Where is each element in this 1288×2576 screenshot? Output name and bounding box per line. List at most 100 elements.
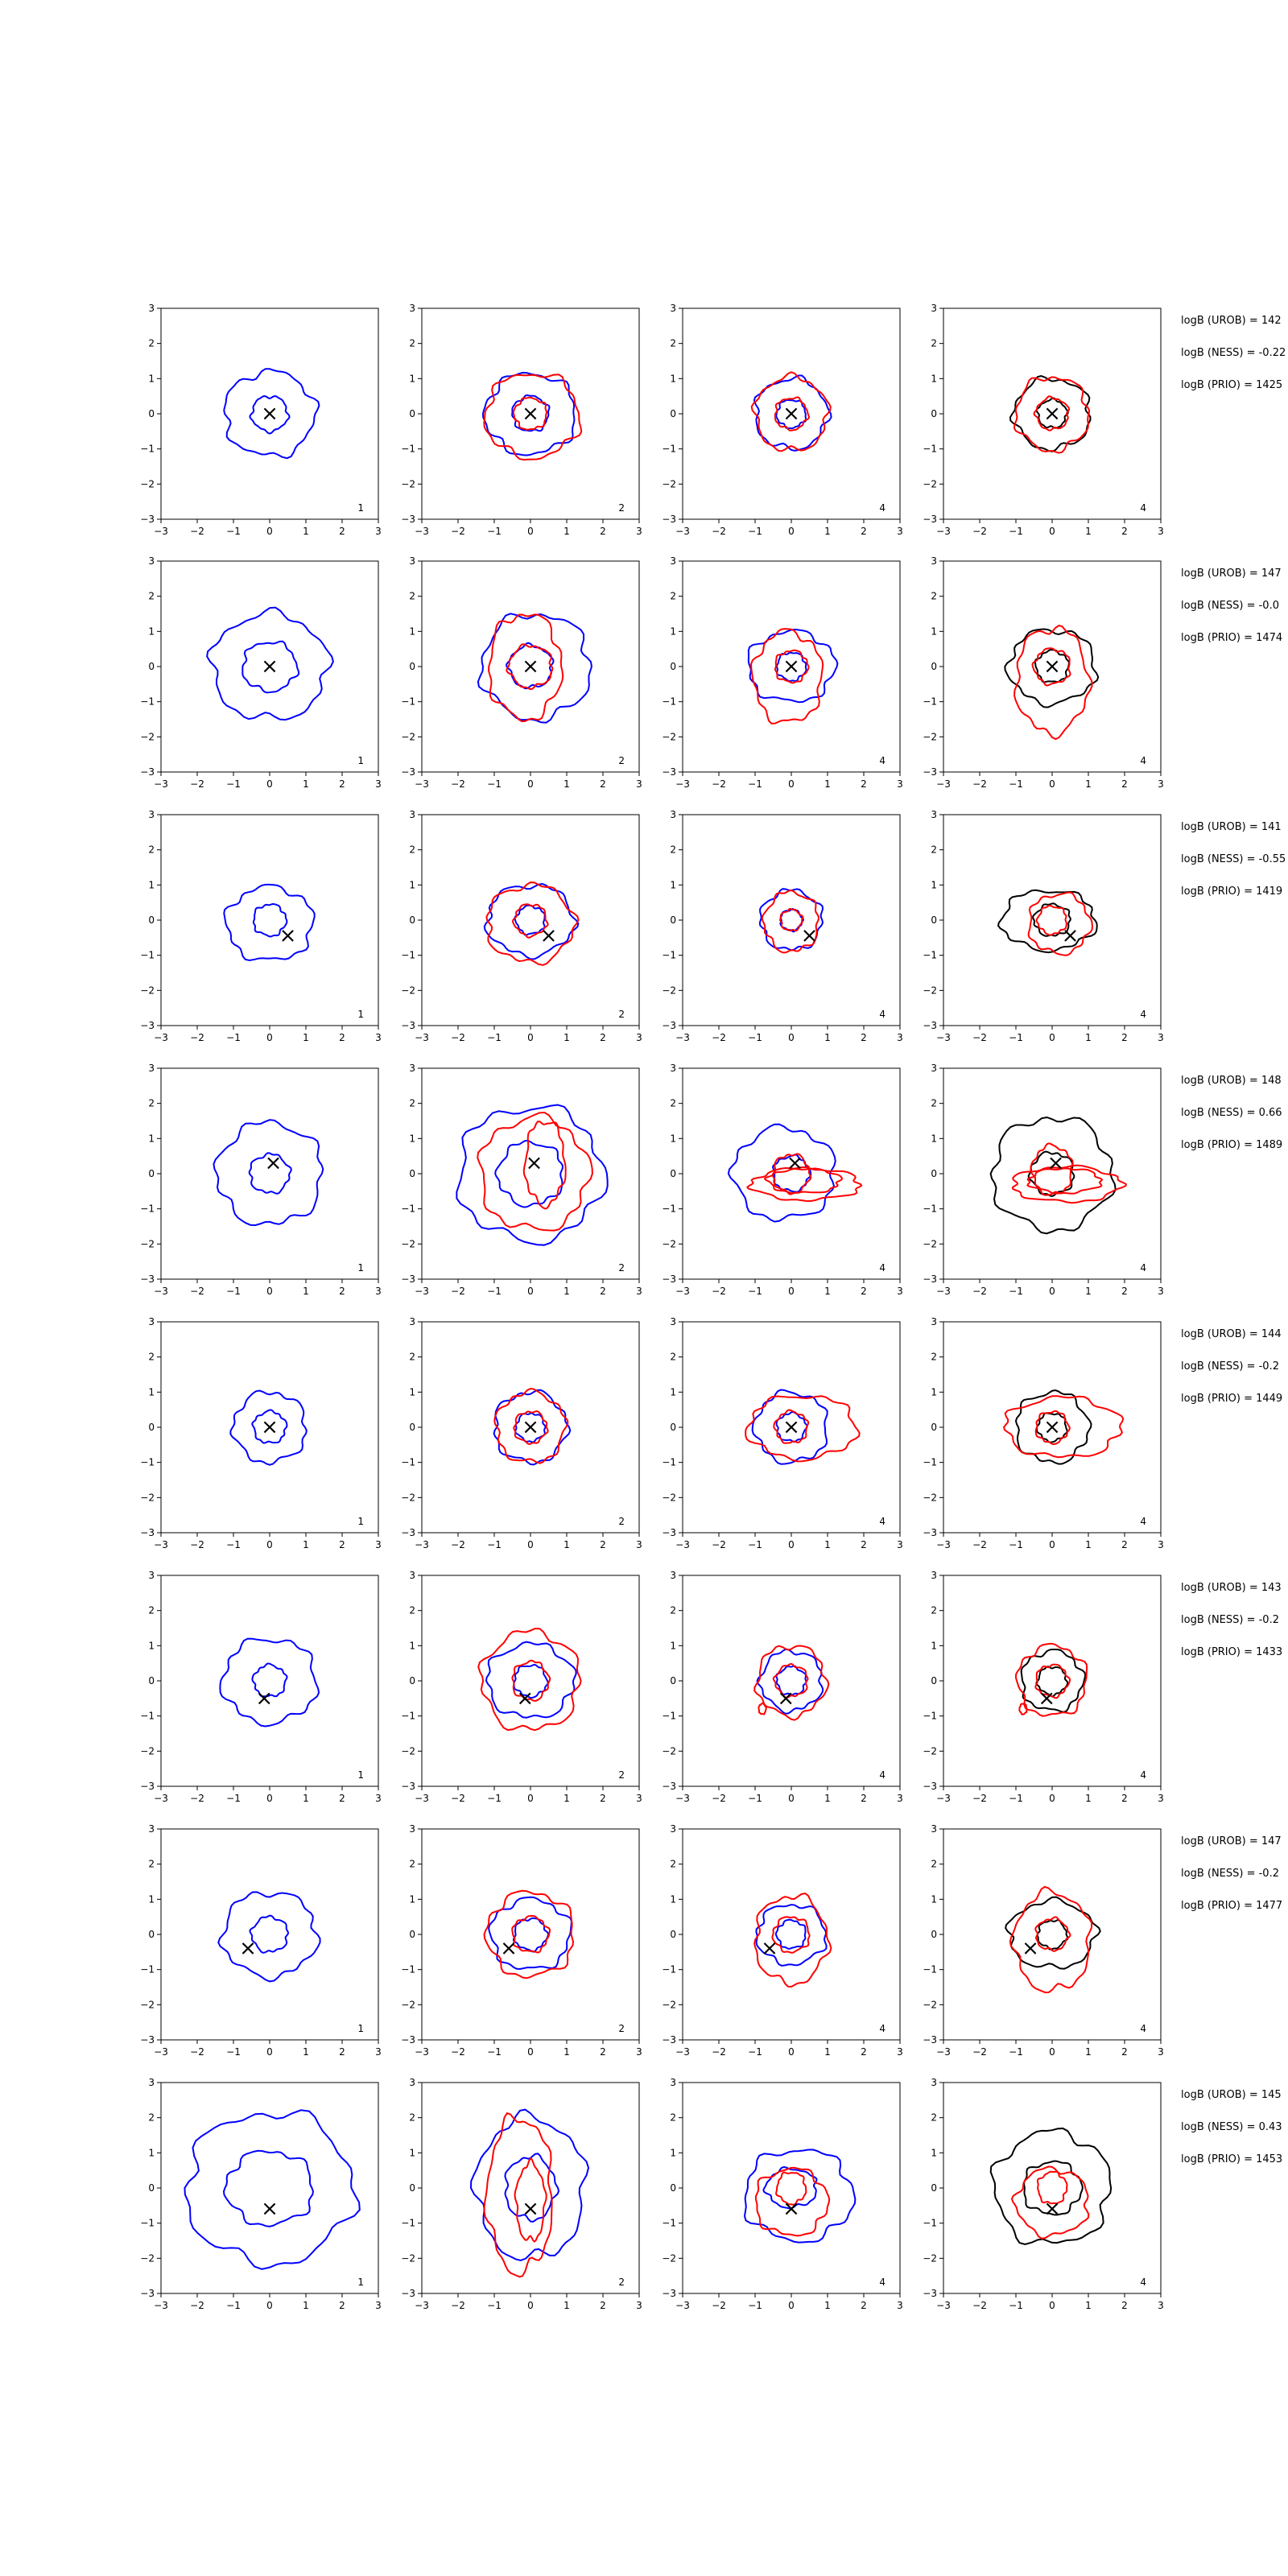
x-tick-label: −2 [190, 2046, 204, 2058]
x-tick-label: 0 [788, 526, 795, 537]
x-tick-label: 2 [600, 1286, 606, 1297]
red-contour-level-1 [512, 396, 547, 431]
x-tick-label: 3 [636, 1032, 642, 1043]
x-tick-label: 3 [897, 526, 903, 537]
y-tick-label: −3 [140, 1274, 155, 1285]
plot-frame [160, 560, 379, 773]
x-tick-label: −2 [190, 526, 204, 537]
blue-contour-level-2 [753, 374, 832, 452]
black-contour-level-1 [1035, 397, 1069, 429]
panel-count-label: 4 [1140, 1769, 1146, 1781]
y-tick-label: −3 [662, 514, 676, 525]
panel-r7-c3: −3 −2 −1 0 1 2 3 −3 −2 −1 0 1 2 3 × 4 [662, 1823, 903, 2058]
y-tick-label: 0 [148, 1675, 155, 1686]
x-tick-label: −1 [748, 1793, 762, 1804]
x-tick-label: 2 [1121, 526, 1128, 537]
y-tick-label: 0 [931, 2182, 937, 2194]
x-tick-label: −1 [748, 778, 762, 790]
y-tick-label: −1 [923, 1203, 937, 1215]
x-tick-label: −2 [451, 1032, 465, 1043]
y-tick-label: 0 [409, 2182, 415, 2194]
y-tick-label: −2 [140, 478, 155, 489]
blue-contour-level-2 [469, 2108, 590, 2261]
y-tick-label: 1 [670, 2147, 676, 2158]
x-tick-label: −3 [154, 2300, 168, 2311]
y-tick-label: −1 [923, 444, 937, 455]
stat-line-2: logB (NESS) = -0.55 [1181, 853, 1286, 865]
y-tick-label: 1 [409, 1640, 415, 1651]
x-tick-label: −3 [415, 1793, 429, 1804]
x-tick-label: −2 [451, 1286, 465, 1297]
x-tick-label: 0 [527, 1793, 534, 1804]
x-tick-label: −1 [226, 526, 241, 537]
y-tick-label: 2 [148, 1098, 155, 1109]
x-tick-label: −2 [451, 1539, 465, 1550]
panel-count-label: 1 [357, 755, 364, 766]
true-location-marker: × [1043, 402, 1061, 426]
x-tick-label: 2 [339, 2046, 345, 2058]
stat-line-3: logB (PRIO) = 1477 [1181, 1900, 1282, 1912]
blue-contour-level-2 [223, 883, 316, 962]
plot-frame [421, 560, 640, 773]
x-tick-label: −2 [190, 1539, 204, 1550]
y-tick-label: 3 [670, 2077, 676, 2088]
y-tick-label: −3 [923, 2034, 937, 2046]
true-location-marker: × [522, 402, 539, 426]
black-contour-level-2 [1020, 1649, 1087, 1713]
y-tick-label: 2 [148, 844, 155, 856]
plot-frame [943, 1828, 1162, 2041]
true-location-marker: × [1062, 924, 1080, 948]
x-tick-label: −1 [748, 526, 762, 537]
plot-frame [682, 2082, 901, 2294]
panel-count-label: 2 [618, 755, 625, 766]
x-tick-label: 3 [375, 1793, 382, 1804]
blue-contour-level-2 [217, 1891, 321, 1983]
true-location-marker: × [522, 1415, 539, 1439]
y-tick-label: 2 [931, 2112, 937, 2124]
y-tick-label: −2 [140, 1238, 155, 1249]
x-tick-label: −1 [487, 1032, 502, 1043]
x-tick-label: 3 [636, 1539, 642, 1550]
x-tick-label: −1 [226, 1793, 241, 1804]
y-tick-label: 1 [670, 373, 676, 384]
x-tick-label: 0 [527, 2300, 534, 2311]
panel-count-label: 1 [357, 1009, 364, 1020]
panel-r2-c4: −3 −2 −1 0 1 2 3 −3 −2 −1 0 1 2 3 × 4 [923, 555, 1164, 790]
red-contour-level-3 [771, 1153, 812, 1195]
red-contour-level-3 [1030, 1142, 1074, 1196]
y-tick-label: 3 [931, 1823, 937, 1835]
x-tick-label: 0 [1049, 1539, 1055, 1550]
red-contour-level-1 [772, 1662, 809, 1699]
blue-contour-level-1 [762, 2165, 818, 2210]
panel-r4-c1: −3 −2 −1 0 1 2 3 −3 −2 −1 0 1 2 3 × 1 [140, 1063, 382, 1297]
red-contour-level-2 [1002, 1395, 1125, 1459]
x-tick-label: 1 [1085, 1032, 1092, 1043]
y-tick-label: −1 [923, 696, 937, 708]
x-tick-label: −2 [451, 2046, 465, 2058]
true-location-marker: × [265, 1151, 283, 1175]
black-contour-level-2 [989, 2127, 1113, 2246]
x-tick-label: 3 [375, 2300, 382, 2311]
x-tick-label: 0 [266, 778, 273, 790]
y-tick-label: 0 [670, 2182, 676, 2194]
red-contour-level-1 [511, 1914, 551, 1954]
x-tick-label: −3 [154, 1286, 168, 1297]
x-tick-label: 0 [527, 778, 534, 790]
true-location-marker: × [255, 1686, 273, 1711]
y-tick-label: 0 [670, 408, 676, 419]
x-tick-label: 3 [375, 526, 382, 537]
blue-contour-level-2 [751, 1389, 828, 1465]
y-tick-label: −2 [140, 985, 155, 996]
blue-contour-level-1 [511, 394, 551, 432]
y-tick-label: −2 [401, 1492, 415, 1503]
y-tick-label: 3 [670, 1063, 676, 1074]
x-tick-label: 2 [861, 1793, 867, 1804]
x-tick-label: 2 [861, 526, 867, 537]
stat-line-3: logB (PRIO) = 1449 [1181, 1393, 1282, 1405]
stat-line-3: logB (PRIO) = 1419 [1181, 886, 1282, 898]
y-tick-label: 3 [670, 303, 676, 314]
y-tick-label: 3 [409, 809, 415, 820]
red-contour-level-2 [1013, 624, 1093, 741]
x-tick-label: 3 [1158, 778, 1164, 790]
